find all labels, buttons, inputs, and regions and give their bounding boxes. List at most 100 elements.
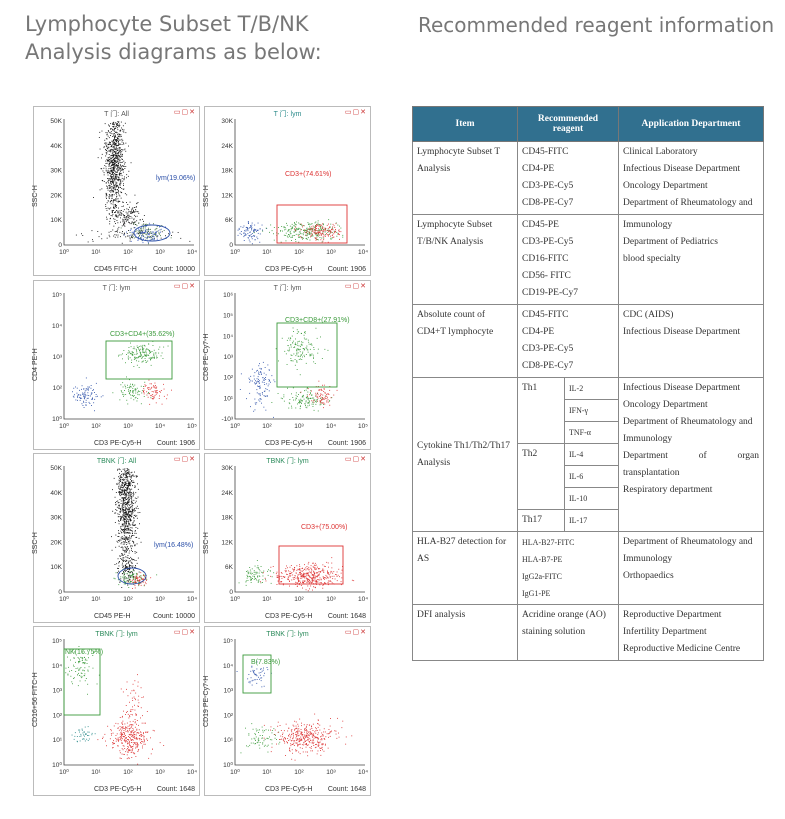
event-dot [116,178,118,180]
event-dot [295,727,297,729]
event-dot [105,145,107,147]
event-dot [323,223,324,225]
event-dot [128,473,130,475]
event-dot [129,582,131,584]
event-dot [135,578,136,580]
event-dot [250,580,252,581]
x-tick-label: 10⁴ [155,423,165,430]
event-dot [298,402,300,404]
event-dot [110,174,112,176]
y-tick-label: 12K [221,539,233,546]
event-dot [119,750,121,752]
event-dot [122,511,124,513]
x-tick-label: 10³ [326,596,336,603]
event-dot [134,532,136,534]
event-dot [136,353,138,355]
event-dot [245,580,247,582]
event-dot [83,734,84,736]
event-dot [94,392,95,393]
event-dot [262,377,264,379]
event-dot [133,491,134,493]
event-dot [325,228,327,230]
event-dot [120,221,121,223]
event-dot [102,395,104,397]
event-dot [299,571,301,573]
event-dot [112,510,114,512]
event-dot [123,576,125,578]
event-dot [115,148,117,150]
event-dot [115,198,117,200]
event-dot [303,724,305,726]
event-dot [320,228,322,230]
event-dot [124,577,126,579]
event-dot [255,673,257,675]
event-dot [247,227,249,229]
event-dot [315,399,317,401]
window-controls-icon: ▭▢✕ [173,109,196,116]
event-dot [156,225,158,227]
event-dot [127,751,128,753]
event-dot [307,402,309,404]
event-dot [306,745,308,746]
y-tick-label: 10⁴ [52,663,62,670]
event-dot [125,474,127,476]
event-dot [302,576,304,578]
event-dot [267,669,269,671]
event-dot [142,227,144,229]
event-dot [299,566,301,567]
event-dot [126,548,128,550]
event-dot [113,126,115,127]
event-dot [324,582,326,583]
event-dot [79,396,81,398]
event-dot [144,232,146,233]
event-count: Count: 1906 [327,440,366,447]
event-dot [116,216,117,217]
event-dot [298,402,299,404]
event-dot [126,470,127,472]
event-dot [302,352,303,354]
event-dot [300,405,301,407]
event-dot [249,227,250,229]
event-dot [150,236,152,237]
event-dot [131,739,133,740]
event-dot [112,170,114,171]
event-dot [299,228,301,230]
event-dot [123,233,125,235]
event-dot [120,578,122,580]
event-dot [119,581,121,583]
event-dot [313,356,314,358]
event-dot [308,582,310,584]
event-dot [84,662,86,664]
event-dot [122,503,124,505]
event-dot [105,155,107,157]
event-dot [113,147,115,149]
event-dot [119,151,121,152]
event-dot [329,386,331,387]
event-dot [118,138,120,140]
event-dot [115,135,116,137]
event-dot [301,343,303,345]
event-dot [114,187,115,189]
event-dot [131,212,132,214]
event-dot [112,176,114,178]
event-dot [248,235,250,236]
event-dot [273,734,275,735]
event-dot [135,742,137,743]
event-dot [273,379,275,381]
event-dot [323,577,325,578]
event-dot [336,571,338,573]
event-dot [321,358,323,359]
event-dot [112,212,113,214]
event-dot [126,548,128,549]
event-dot [120,168,121,169]
event-dot [306,235,308,237]
event-dot [121,558,123,560]
event-dot [114,176,116,178]
event-dot [316,728,317,730]
event-dot [104,139,106,141]
event-dot [118,149,120,151]
event-dot [259,386,260,388]
event-dot [116,145,118,147]
event-dot [121,722,123,724]
event-dot [129,488,131,490]
